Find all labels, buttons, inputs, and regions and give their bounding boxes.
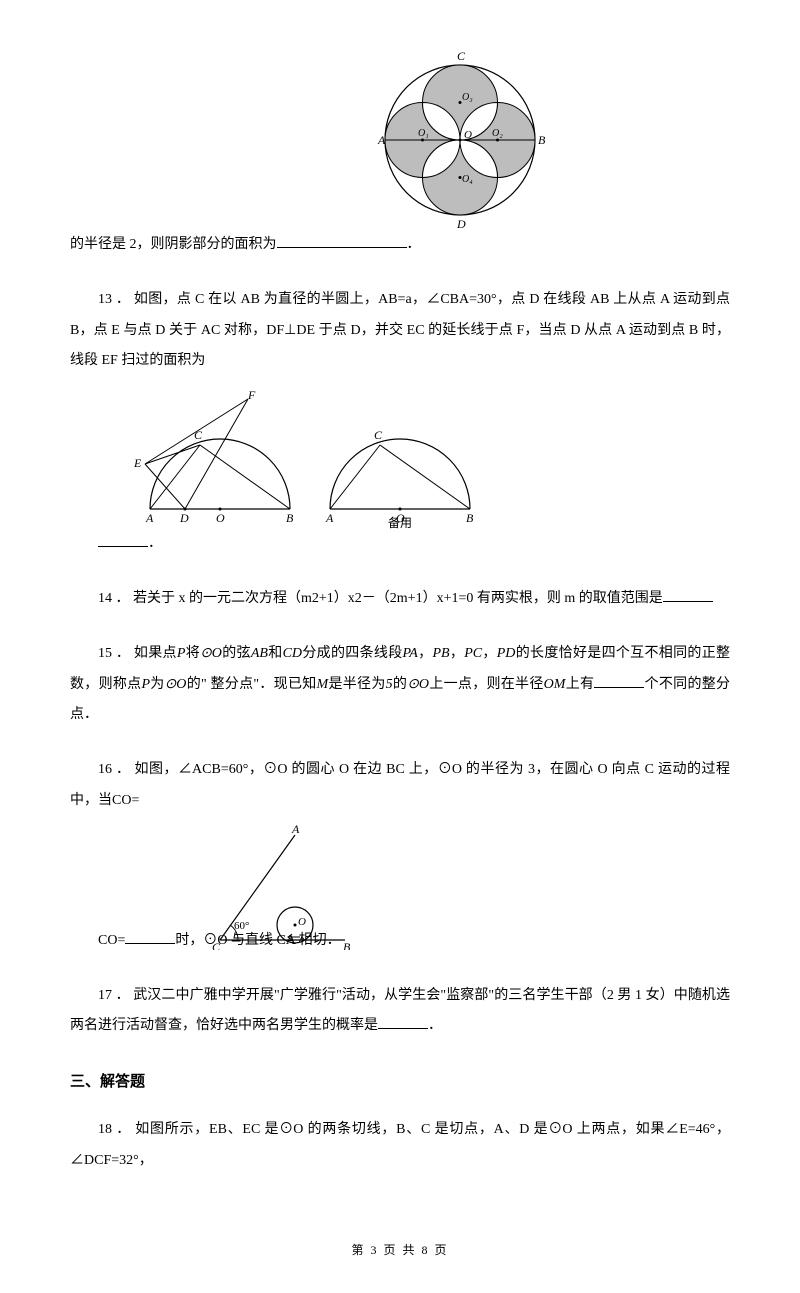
svg-text:O: O bbox=[216, 511, 225, 525]
q15-M: M bbox=[317, 677, 329, 692]
q15-PD: PD bbox=[497, 646, 516, 661]
svg-text:D: D bbox=[179, 511, 189, 525]
q16-blank bbox=[125, 926, 175, 944]
q14-blank bbox=[663, 584, 713, 602]
question-18: 18 ． 如图所示，EB、EC 是⊙O 的两条切线，B、C 是切点，A、D 是⊙… bbox=[70, 1115, 730, 1177]
svg-text:C: C bbox=[457, 50, 466, 63]
svg-text:B: B bbox=[343, 940, 351, 950]
svg-text:O: O bbox=[464, 129, 472, 141]
q12-suffix: ． bbox=[407, 237, 421, 252]
q15-O1: ⊙O bbox=[200, 646, 222, 661]
semicircle-diagram: A B C D E F O A B C O 备用 bbox=[130, 389, 490, 529]
figure-13: A B C D E F O A B C O 备用 bbox=[130, 389, 730, 529]
q15-5: 5 bbox=[386, 677, 393, 692]
q15-t7: 为 bbox=[150, 677, 165, 692]
q17-suffix: ． bbox=[428, 1018, 442, 1033]
q16-text1: ． 如图，∠ACB=60°，⊙O 的圆心 O 在边 BC 上，⊙O 的半径为 3… bbox=[70, 762, 730, 808]
q15-t2: 将 bbox=[185, 646, 200, 661]
q15-t9: 是半径为 bbox=[328, 677, 385, 692]
svg-text:D: D bbox=[456, 217, 466, 230]
svg-text:F: F bbox=[247, 389, 256, 402]
q17-blank bbox=[378, 1011, 428, 1029]
q14-text: ． 若关于 x 的一元二次方程（m2+1）x2－（2m+1）x+1=0 有两实根… bbox=[116, 591, 663, 606]
svg-text:B: B bbox=[538, 133, 546, 147]
svg-text:B: B bbox=[286, 511, 294, 525]
q15-t11: 上一点，则在半径 bbox=[429, 677, 544, 692]
svg-text:A: A bbox=[291, 825, 300, 836]
svg-text:E: E bbox=[133, 456, 142, 470]
svg-text:A: A bbox=[377, 133, 386, 147]
q15-PA: PA bbox=[403, 646, 418, 661]
svg-text:A: A bbox=[145, 511, 154, 525]
q15-O2: ⊙O bbox=[165, 677, 187, 692]
q18-num: 18 bbox=[98, 1122, 112, 1137]
q15-CD: CD bbox=[283, 646, 302, 661]
q15-t12: 上有 bbox=[565, 677, 594, 692]
q13-text: ． 如图，点 C 在以 AB 为直径的半圆上，AB=a，∠CBA=30°，点 D… bbox=[70, 292, 730, 369]
svg-text:O₄: O₄ bbox=[462, 174, 473, 185]
q16-text2: 时，⊙O 与直线 CA 相切． bbox=[175, 933, 340, 948]
q15-PB: PB bbox=[432, 646, 449, 661]
q15-blank bbox=[594, 670, 644, 688]
svg-text:O₃: O₃ bbox=[462, 92, 473, 103]
q15-O3: ⊙O bbox=[407, 677, 429, 692]
svg-text:O₁: O₁ bbox=[418, 128, 429, 139]
q13-suffix: ． bbox=[148, 536, 162, 551]
question-14: 14 ． 若关于 x 的一元二次方程（m2+1）x2－（2m+1）x+1=0 有… bbox=[70, 584, 730, 615]
section-3-title: 三、解答题 bbox=[70, 1066, 730, 1099]
q15-AB: AB bbox=[251, 646, 268, 661]
svg-text:O₂: O₂ bbox=[492, 128, 503, 139]
q15-t8: 的" 整分点"．现已知 bbox=[186, 677, 316, 692]
petal-circle-diagram: A B C D O O₁ O₂ O₃ O₄ bbox=[370, 50, 550, 230]
q15-num: 15 bbox=[98, 646, 112, 661]
q16-num: 16 bbox=[98, 762, 112, 777]
question-17: 17 ． 武汉二中广雅中学开展"广学雅行"活动，从学生会"监察部"的三名学生干部… bbox=[70, 981, 730, 1043]
svg-text:备用: 备用 bbox=[388, 516, 412, 529]
q12-blank bbox=[277, 230, 407, 248]
question-15: 15 ． 如果点P将⊙O的弦AB和CD分成的四条线段PA，PB，PC，PD的长度… bbox=[70, 639, 730, 731]
question-12-tail: A B C D O O₁ O₂ O₃ O₄ 的半径是 2，则阴影部分的面积为 ． bbox=[70, 50, 730, 261]
q15-t5: 分成的四条线段 bbox=[302, 646, 403, 661]
q15-PC: PC bbox=[464, 646, 482, 661]
q15-t10: 的 bbox=[393, 677, 408, 692]
q13-num: 13 bbox=[98, 292, 112, 307]
q13-blank bbox=[98, 529, 148, 547]
q15-t1: ． 如果点 bbox=[116, 646, 177, 661]
q15-OM: OM bbox=[544, 677, 566, 692]
q12-prefix: 的半径是 2，则阴影部分的面积为 bbox=[70, 237, 277, 252]
question-16: 16 ． 如图，∠ACB=60°，⊙O 的圆心 O 在边 BC 上，⊙O 的半径… bbox=[70, 755, 730, 956]
q14-num: 14 bbox=[98, 591, 112, 606]
svg-text:A: A bbox=[325, 511, 334, 525]
q17-num: 17 bbox=[98, 988, 112, 1003]
question-13: 13 ． 如图，点 C 在以 AB 为直径的半圆上，AB=a，∠CBA=30°，… bbox=[70, 285, 730, 560]
page-footer: 第 3 页 共 8 页 bbox=[70, 1237, 730, 1263]
q15-t4: 和 bbox=[268, 646, 283, 661]
svg-text:C: C bbox=[194, 428, 203, 442]
q15-P2: P bbox=[141, 677, 150, 692]
svg-text:C: C bbox=[374, 428, 383, 442]
figure-12: A B C D O O₁ O₂ O₃ O₄ bbox=[370, 50, 550, 230]
q15-t3: 的弦 bbox=[222, 646, 251, 661]
svg-text:B: B bbox=[466, 511, 474, 525]
q18-text: ． 如图所示，EB、EC 是⊙O 的两条切线，B、C 是切点，A、D 是⊙O 上… bbox=[70, 1122, 730, 1168]
